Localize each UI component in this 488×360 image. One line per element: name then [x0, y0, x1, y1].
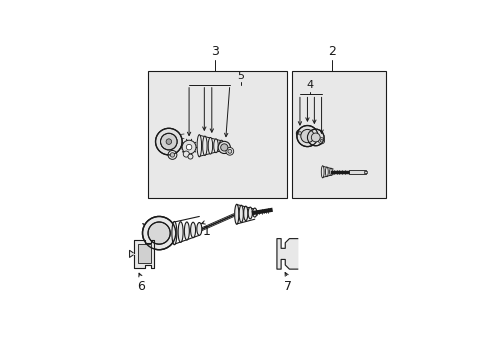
Circle shape — [300, 129, 313, 143]
Ellipse shape — [321, 166, 324, 178]
Circle shape — [320, 139, 322, 142]
Circle shape — [182, 140, 196, 154]
Ellipse shape — [239, 205, 243, 222]
Ellipse shape — [184, 222, 189, 240]
Polygon shape — [134, 240, 154, 268]
Circle shape — [298, 132, 301, 135]
Bar — [148, 71, 286, 198]
Text: 5: 5 — [237, 71, 244, 81]
Text: 3: 3 — [210, 45, 218, 58]
Ellipse shape — [197, 135, 201, 157]
Ellipse shape — [213, 139, 218, 153]
Circle shape — [148, 222, 170, 244]
Ellipse shape — [208, 138, 212, 154]
Ellipse shape — [172, 221, 177, 245]
Ellipse shape — [252, 208, 256, 217]
Ellipse shape — [197, 222, 202, 235]
Circle shape — [218, 141, 230, 153]
Circle shape — [142, 216, 175, 250]
Circle shape — [225, 148, 233, 155]
Circle shape — [166, 139, 171, 144]
Ellipse shape — [219, 140, 224, 151]
Circle shape — [307, 129, 324, 146]
Bar — [138, 244, 150, 263]
Text: 2: 2 — [328, 45, 336, 58]
Bar — [364, 171, 366, 173]
Ellipse shape — [329, 168, 332, 175]
Circle shape — [296, 130, 303, 137]
Circle shape — [186, 144, 191, 150]
Circle shape — [168, 150, 177, 159]
Ellipse shape — [190, 222, 195, 238]
Circle shape — [311, 133, 320, 142]
Circle shape — [318, 138, 324, 144]
Polygon shape — [129, 250, 133, 257]
Circle shape — [160, 133, 177, 150]
Ellipse shape — [202, 136, 207, 156]
Circle shape — [187, 154, 193, 159]
Ellipse shape — [325, 167, 327, 177]
Circle shape — [183, 151, 189, 157]
Text: 1: 1 — [202, 225, 210, 238]
Ellipse shape — [234, 204, 238, 224]
Text: 4: 4 — [306, 80, 313, 90]
Polygon shape — [276, 239, 297, 269]
Circle shape — [227, 149, 231, 153]
Circle shape — [155, 128, 182, 155]
Circle shape — [170, 153, 174, 157]
Circle shape — [296, 126, 317, 147]
Bar — [292, 71, 386, 198]
Text: 7: 7 — [284, 280, 291, 293]
Bar — [348, 170, 365, 174]
Text: 6: 6 — [137, 280, 145, 293]
Ellipse shape — [178, 222, 183, 242]
Circle shape — [220, 144, 227, 151]
Ellipse shape — [243, 206, 247, 221]
Ellipse shape — [248, 207, 252, 219]
